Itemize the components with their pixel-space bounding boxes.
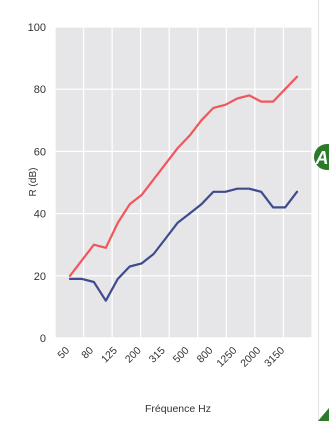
x-tick-label: 3150 bbox=[262, 345, 287, 370]
y-tick-label: 20 bbox=[34, 271, 46, 283]
y-tick-label: 80 bbox=[34, 84, 46, 96]
badge-circle bbox=[314, 144, 329, 170]
badge-letter: A bbox=[315, 148, 329, 168]
series-lines bbox=[68, 75, 299, 302]
x-tick-label: 315 bbox=[147, 345, 168, 366]
y-tick-label: 60 bbox=[34, 146, 46, 158]
series-line-1 bbox=[68, 75, 299, 277]
rating-badge: A bbox=[314, 144, 329, 170]
x-tick-label: 2000 bbox=[238, 345, 263, 370]
series-line-2 bbox=[68, 187, 299, 302]
x-tick-label: 80 bbox=[79, 345, 96, 362]
x-tick-label: 50 bbox=[55, 345, 72, 362]
plot-area bbox=[55, 27, 312, 338]
chart-frame bbox=[318, 0, 319, 421]
x-tick-label: 1250 bbox=[214, 345, 239, 370]
y-tick-label: 100 bbox=[28, 22, 46, 34]
corner-mark bbox=[318, 408, 329, 421]
gridlines bbox=[54, 26, 313, 339]
x-tick-label: 125 bbox=[99, 345, 120, 366]
x-tick-label: 500 bbox=[171, 345, 192, 366]
x-axis-label: Fréquence Hz bbox=[145, 403, 211, 415]
y-tick-label: 0 bbox=[40, 333, 46, 345]
y-axis-label: R (dB) bbox=[28, 168, 39, 197]
y-axis-ticks: 0 20 40 60 80 100 bbox=[28, 22, 46, 345]
x-tick-label: 200 bbox=[123, 345, 144, 366]
x-tick-label: 800 bbox=[195, 345, 216, 366]
y-tick-label: 40 bbox=[34, 209, 46, 221]
